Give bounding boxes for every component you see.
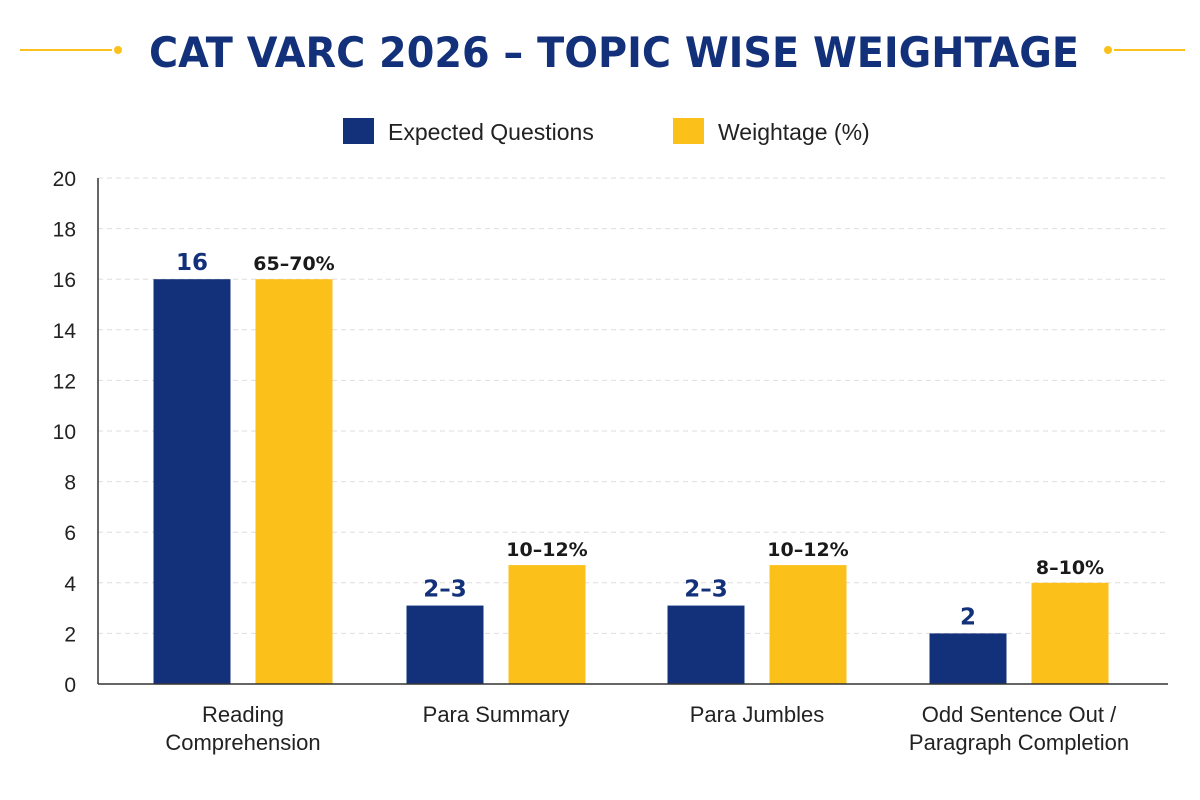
bar-expected-questions-3 [929, 633, 1007, 684]
chart-title: CAT VARC 2026 – TOPIC WISE WEIGHTAGE [149, 28, 1079, 77]
legend-swatch-expected-questions [343, 118, 374, 144]
legend-swatch-weightage [673, 118, 704, 144]
data-label-expected-questions-2: 2–3 [684, 577, 728, 603]
y-tick-label-20: 20 [53, 168, 76, 191]
title-group: CAT VARC 2026 – TOPIC WISE WEIGHTAGE [20, 28, 1185, 77]
x-axis-categories: Reading Comprehension Para Summary Para Jum… [165, 702, 1129, 755]
x-category-label-2: Para Jumbles [690, 702, 825, 727]
title-left-dot [114, 46, 122, 54]
y-tick-label-4: 4 [64, 573, 76, 596]
y-tick-label-0: 0 [64, 674, 76, 697]
data-label-expected-questions-0: 16 [176, 250, 208, 276]
legend: Expected Questions Weightage (%) [343, 118, 870, 145]
bar-weightage-3 [1031, 582, 1109, 684]
bar-expected-questions-0 [153, 279, 231, 684]
y-tick-label-10: 10 [53, 421, 76, 444]
data-label-weightage-0: 65–70% [253, 253, 334, 275]
y-tick-label-16: 16 [53, 269, 76, 292]
title-right-dot [1104, 46, 1112, 54]
y-tick-label-18: 18 [53, 219, 76, 242]
legend-label-expected-questions: Expected Questions [388, 119, 594, 145]
data-label-expected-questions-1: 2–3 [423, 577, 467, 603]
bars [153, 279, 1109, 684]
y-tick-label-6: 6 [64, 522, 76, 545]
data-label-expected-questions-3: 2 [960, 604, 976, 630]
bar-weightage-2 [769, 565, 847, 684]
y-tick-label-2: 2 [64, 623, 76, 646]
y-tick-label-8: 8 [64, 472, 76, 495]
bar-expected-questions-2 [667, 605, 745, 684]
data-label-weightage-1: 10–12% [506, 539, 587, 561]
y-tick-label-14: 14 [53, 320, 77, 343]
bar-weightage-1 [508, 565, 586, 684]
legend-label-weightage: Weightage (%) [718, 119, 870, 145]
y-axis-ticks: 0 2 4 6 8 10 12 14 16 18 20 [53, 168, 77, 697]
x-category-label-1: Para Summary [423, 702, 570, 727]
x-category-label-0: Reading Comprehension [165, 702, 320, 755]
x-category-label-3: Odd Sentence Out / Paragraph Completion [909, 702, 1129, 755]
bar-expected-questions-1 [406, 605, 484, 684]
y-tick-label-12: 12 [53, 370, 76, 393]
bar-weightage-0 [255, 279, 333, 684]
data-label-weightage-2: 10–12% [767, 539, 848, 561]
data-label-weightage-3: 8–10% [1036, 557, 1104, 579]
data-labels: 16 2–3 2–3 2 65–70% 10–12% 10–12% 8–10% [176, 250, 1104, 630]
